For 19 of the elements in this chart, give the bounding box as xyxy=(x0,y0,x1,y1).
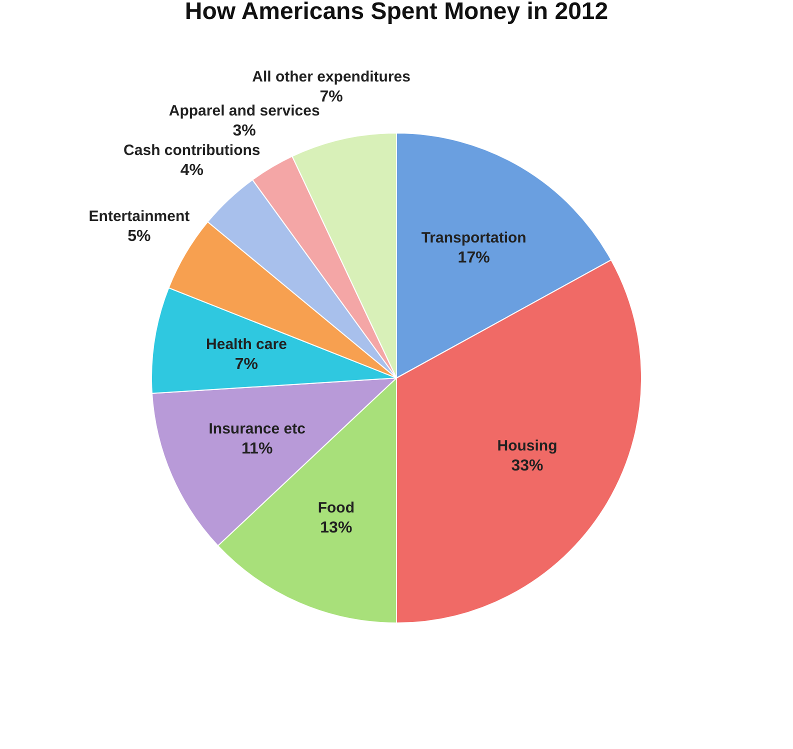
data-label: 5% xyxy=(128,228,151,245)
slice-label: Housing xyxy=(497,437,558,454)
data-label: 17% xyxy=(458,249,490,266)
slice-label: Insurance etc xyxy=(208,420,306,438)
slice-label: Food xyxy=(318,499,354,516)
data-label: 33% xyxy=(511,457,544,474)
data-label: 7% xyxy=(320,88,343,106)
slice-label: All other expenditures xyxy=(252,68,410,86)
slice-label: Entertainment xyxy=(88,208,190,225)
slice-label: Health care xyxy=(206,336,287,354)
slice-label: Cash contributions xyxy=(124,142,260,160)
slice-label: Apparel and services xyxy=(168,102,320,120)
data-label: 11% xyxy=(242,440,273,458)
data-label: 7% xyxy=(234,356,258,374)
data-label: 3% xyxy=(232,122,256,140)
slice-label: Transportation xyxy=(421,229,526,246)
chart-title: How Americans Spent Money in 2012 xyxy=(184,0,608,25)
data-label: 4% xyxy=(180,162,204,180)
data-label: 13% xyxy=(320,519,352,536)
